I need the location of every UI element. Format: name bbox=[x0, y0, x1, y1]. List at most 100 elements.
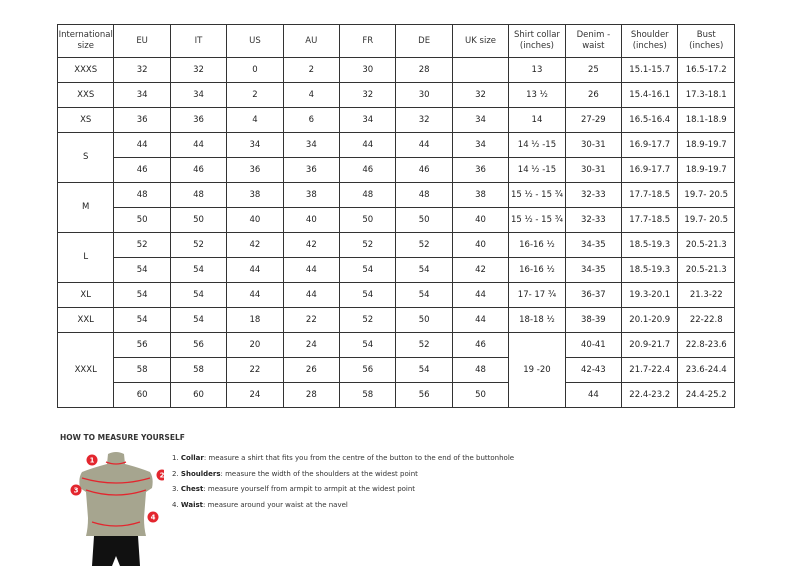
table-cell: 30-31 bbox=[564, 157, 623, 183]
table-cell: 44 bbox=[395, 132, 453, 158]
table-cell: 54 bbox=[169, 307, 228, 333]
table-cell: 18.5-19.3 bbox=[621, 232, 679, 258]
table-cell: 32 bbox=[395, 107, 453, 133]
table-cell: 40 bbox=[226, 207, 284, 233]
table-row: 60 60 24 28 58 56 50 44 22.4-23.2 24.4-25.2 bbox=[58, 382, 735, 408]
table-cell: 56 bbox=[169, 332, 228, 358]
table-cell: 44 bbox=[451, 307, 510, 333]
table-cell: 58 bbox=[339, 382, 397, 408]
table-cell: 40 bbox=[451, 232, 510, 258]
table-cell: 32-33 bbox=[564, 207, 623, 233]
international-size-cell: S bbox=[56, 132, 115, 183]
table-cell: 32 bbox=[451, 82, 510, 108]
table-cell: 19.7- 20.5 bbox=[677, 182, 735, 208]
measure-arrows bbox=[81, 461, 151, 527]
table-cell: 48 bbox=[113, 182, 171, 208]
table-cell: 40 bbox=[451, 207, 510, 233]
table-cell: 20.5-21.3 bbox=[677, 232, 735, 258]
table-row: XXXL 56 56 20 24 54 52 46 19 -20 40-41 20.9-21.7 22… bbox=[56, 332, 735, 408]
table-cell: 17- 17 ¾ bbox=[508, 282, 566, 308]
table-cell: 46 bbox=[451, 332, 510, 358]
column-header: Shirt collar (inches) bbox=[508, 24, 566, 58]
svg-text:2: 2 bbox=[160, 472, 164, 480]
table-cell: 36 bbox=[282, 157, 341, 183]
table-cell: 18.9-19.7 bbox=[677, 132, 735, 158]
table-cell: 52 bbox=[339, 232, 397, 258]
column-header: AU bbox=[282, 24, 341, 58]
table-cell: 34 bbox=[451, 132, 510, 158]
table-cell: 46 bbox=[113, 157, 171, 183]
table-cell: 20.9-21.7 bbox=[621, 332, 679, 358]
table-cell: 21.7-22.4 bbox=[621, 357, 679, 383]
table-cell: 44 bbox=[339, 132, 397, 158]
table-cell: 50 bbox=[451, 382, 510, 408]
table-cell: 44 bbox=[564, 382, 623, 408]
international-size-cell: XXXS bbox=[56, 57, 115, 83]
column-header: International size bbox=[56, 24, 115, 58]
table-cell: 44 bbox=[226, 282, 284, 308]
table-cell: 38 bbox=[226, 182, 284, 208]
table-cell: 18.9-19.7 bbox=[677, 157, 735, 183]
table-cell: 16-16 ½ bbox=[508, 257, 566, 283]
table-cell: 44 bbox=[451, 282, 510, 308]
table-cell: 20.5-21.3 bbox=[677, 257, 735, 283]
table-cell: 34-35 bbox=[564, 257, 623, 283]
table-row: 50 50 40 40 50 50 40 15 ½ - 15 ¾ 32-33 17.7-18.5 1… bbox=[58, 207, 735, 233]
table-cell: 50 bbox=[395, 207, 453, 233]
table-cell: 38-39 bbox=[564, 307, 623, 333]
table-cell: 54 bbox=[169, 257, 228, 283]
table-cell: 34 bbox=[169, 82, 228, 108]
table-cell: 52 bbox=[169, 232, 228, 258]
table-cell: 14 bbox=[508, 107, 566, 133]
table-cell: 27-29 bbox=[564, 107, 623, 133]
table-cell: 24.4-25.2 bbox=[677, 382, 735, 408]
column-header: Bust (inches) bbox=[677, 24, 735, 58]
table-row: L 52 52 42 42 52 52 40 16-16 ½ 34-35 18.5-19.3 20.5… bbox=[56, 232, 735, 283]
table-cell: 54 bbox=[395, 282, 453, 308]
table-cell: 4 bbox=[282, 82, 341, 108]
table-cell: 48 bbox=[395, 182, 453, 208]
column-header: EU bbox=[113, 24, 171, 58]
step-chest: 3. Chest: measure yourself from armpit t… bbox=[172, 485, 416, 493]
table-cell: 19 -20 bbox=[508, 332, 566, 408]
international-size-cell: XL bbox=[56, 282, 115, 308]
table-cell: 2 bbox=[282, 57, 341, 83]
table-row: XXXS 32 32 0 2 30 28 13 25 15.1-15.7 16.5-17.2 bbox=[56, 57, 735, 83]
table-cell: 44 bbox=[113, 132, 171, 158]
table-cell: 32 bbox=[113, 57, 171, 83]
svg-text:1: 1 bbox=[90, 457, 95, 465]
table-cell: 17.7-18.5 bbox=[621, 182, 679, 208]
table-cell: 44 bbox=[282, 257, 341, 283]
table-cell: 28 bbox=[395, 57, 453, 83]
table-cell: 13 ½ bbox=[508, 82, 566, 108]
table-cell: 15.1-15.7 bbox=[621, 57, 679, 83]
table-cell: 54 bbox=[169, 282, 228, 308]
table-cell: 56 bbox=[395, 382, 453, 408]
table-cell: 34 bbox=[282, 132, 341, 158]
column-header: Denim - waist bbox=[564, 24, 623, 58]
table-cell: 58 bbox=[113, 357, 171, 383]
table-cell: 36 bbox=[226, 157, 284, 183]
table-cell: 22.8-23.6 bbox=[677, 332, 735, 358]
table-row: 46 46 36 36 46 46 36 14 ½ -15 30-31 16.9-17.7 18.9… bbox=[58, 157, 735, 183]
table-cell: 36 bbox=[113, 107, 171, 133]
table-cell: 36 bbox=[169, 107, 228, 133]
table-cell: 34 bbox=[226, 132, 284, 158]
table-cell: 17.7-18.5 bbox=[621, 207, 679, 233]
table-cell: 54 bbox=[395, 357, 453, 383]
table-row: S 44 44 34 34 44 44 34 14 ½ -15 30-31 16.9-17.7 18.… bbox=[56, 132, 735, 183]
column-header: Shoulder (inches) bbox=[621, 24, 679, 58]
table-cell: 60 bbox=[113, 382, 171, 408]
table-cell: 15 ½ - 15 ¾ bbox=[508, 207, 566, 233]
table-row: 58 58 22 26 56 54 48 42-43 21.7-22.4 23.6-24.4 bbox=[58, 357, 735, 383]
svg-text:4: 4 bbox=[151, 514, 156, 522]
step-waist: 4. Waist: measure around your waist at t… bbox=[172, 500, 348, 509]
table-cell: 32 bbox=[169, 57, 228, 83]
table-cell: 50 bbox=[339, 207, 397, 233]
table-cell: 17.3-18.1 bbox=[677, 82, 735, 108]
table-row: XL 54 54 44 44 54 54 44 17- 17 ¾ 36-37 19.3-20.1 21… bbox=[56, 282, 735, 308]
table-cell: 2 bbox=[226, 82, 284, 108]
table-cell: 48 bbox=[451, 357, 510, 383]
body-measurement-figure: 1 2 3 4 bbox=[70, 452, 164, 566]
table-row: XXS 34 34 2 4 32 30 32 13 ½ 26 15.4-16.1 17.3-18.1 bbox=[56, 82, 735, 108]
